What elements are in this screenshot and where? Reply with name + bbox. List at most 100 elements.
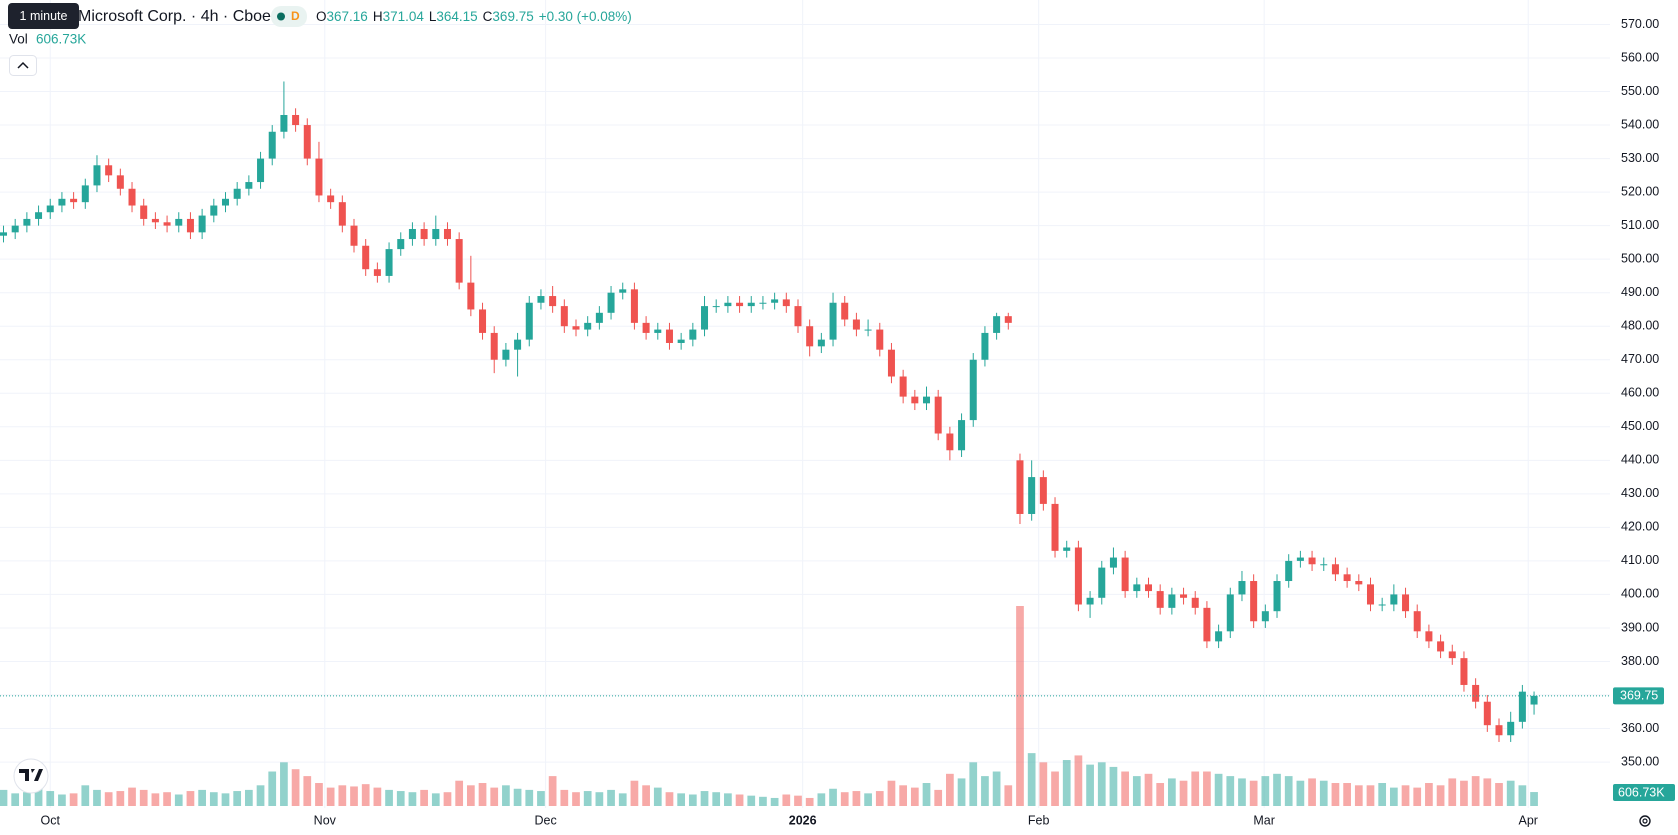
candle-body — [373, 269, 381, 276]
volume-bar — [1039, 762, 1048, 806]
tooltip — [8, 3, 79, 29]
x-tick-label: Apr — [1518, 813, 1537, 827]
volume-bar — [653, 787, 662, 806]
volume-bar — [595, 792, 604, 806]
y-tick-label: 490.00 — [1621, 285, 1659, 299]
candle-body — [502, 349, 510, 360]
candle-body — [443, 228, 451, 240]
volume-bar — [759, 796, 767, 806]
collapse-button[interactable] — [9, 55, 37, 76]
candle-layer — [0, 81, 1538, 742]
volume-bar — [875, 791, 884, 806]
candle-body — [911, 396, 919, 404]
volume-bar — [502, 785, 510, 806]
candle-body — [455, 239, 463, 283]
volume-bar — [1261, 776, 1270, 806]
y-tick-label: 570.00 — [1621, 17, 1659, 31]
candle-body — [1028, 477, 1036, 514]
volume-bar — [93, 789, 101, 806]
candle-body — [572, 326, 580, 330]
volume-bar — [700, 791, 709, 806]
ohlc-legend: O367.16 H371.04 L364.15 C369.75 +0.30 (+0.08… — [316, 9, 632, 24]
tooltip-text: 1 minute — [20, 9, 68, 23]
grid — [0, 0, 1610, 808]
candle-body — [1437, 641, 1445, 652]
volume-bar — [104, 792, 113, 806]
volume-bar — [58, 794, 66, 806]
volume-bar — [1214, 773, 1223, 806]
candle-body — [210, 205, 218, 216]
candle-body — [712, 306, 720, 308]
volume-bar — [829, 788, 837, 806]
candle-body — [490, 332, 498, 360]
candle-body — [280, 114, 288, 132]
candle-body — [186, 218, 194, 233]
y-tick-label: 470.00 — [1621, 352, 1659, 366]
logo[interactable] — [13, 758, 49, 794]
candle-body — [81, 185, 89, 203]
candle-body — [525, 302, 533, 340]
volume-tag — [1613, 784, 1675, 801]
volume-bar — [572, 792, 580, 806]
candle-body — [619, 289, 627, 293]
volume-bar — [665, 792, 674, 806]
volume-bar — [34, 787, 43, 806]
candle-body — [782, 299, 790, 307]
candle-body — [771, 299, 779, 303]
volume-bar — [537, 791, 545, 806]
volume-bar — [922, 783, 931, 806]
y-tick-label: 520.00 — [1621, 184, 1659, 198]
candle-body — [1156, 591, 1164, 608]
y-tick-label: 530.00 — [1621, 151, 1659, 165]
volume-bar — [326, 787, 335, 806]
candle-body — [397, 239, 405, 250]
candle-body — [876, 329, 884, 350]
volume-tag-label: 606.73K — [1618, 785, 1665, 799]
volume-bar — [151, 793, 160, 806]
y-tick-label: 480.00 — [1621, 319, 1659, 333]
candle-body — [806, 326, 814, 347]
candle-body — [11, 225, 19, 233]
volume-bar — [513, 788, 522, 806]
candle-body — [303, 125, 311, 159]
candle-body — [1121, 557, 1129, 592]
volume-bar — [1366, 785, 1375, 806]
candle-body — [1331, 564, 1339, 575]
volume-bar — [455, 780, 464, 806]
volume-bar — [1238, 778, 1246, 806]
candle-body — [864, 329, 872, 331]
volume-layer — [0, 606, 1538, 806]
volume-bar — [11, 793, 20, 806]
candle-body — [362, 245, 370, 270]
x-tick-label: Mar — [1253, 813, 1275, 827]
volume-bar — [490, 787, 499, 806]
candle-body — [292, 114, 300, 126]
volume-bar — [1016, 606, 1024, 806]
candle-body — [175, 218, 183, 226]
candle-body — [1495, 725, 1503, 736]
y-tick-label: 380.00 — [1621, 654, 1659, 668]
candle-body — [140, 205, 148, 219]
volume-bar — [677, 793, 686, 806]
candle-body — [1378, 604, 1386, 606]
volume-bar — [466, 785, 475, 806]
market-open-dot — [277, 12, 285, 21]
status-pill[interactable] — [271, 6, 307, 27]
candle-body — [1425, 631, 1433, 642]
candle-body — [350, 225, 358, 246]
settings-icon[interactable] — [1639, 815, 1651, 827]
volume-bar — [1097, 762, 1106, 806]
volume-bar — [361, 784, 370, 806]
volume-bar — [350, 786, 358, 806]
candle-body — [759, 302, 767, 304]
candle-body — [665, 329, 673, 343]
candle-body — [327, 195, 335, 203]
candle-body — [1355, 581, 1363, 585]
candle-body — [420, 228, 428, 240]
candle-body — [1074, 547, 1082, 605]
volume-bar — [0, 789, 8, 806]
volume-bar — [1343, 783, 1351, 806]
volume-bar — [1319, 780, 1328, 806]
candle-body — [993, 316, 1001, 333]
candle-body — [560, 306, 568, 327]
